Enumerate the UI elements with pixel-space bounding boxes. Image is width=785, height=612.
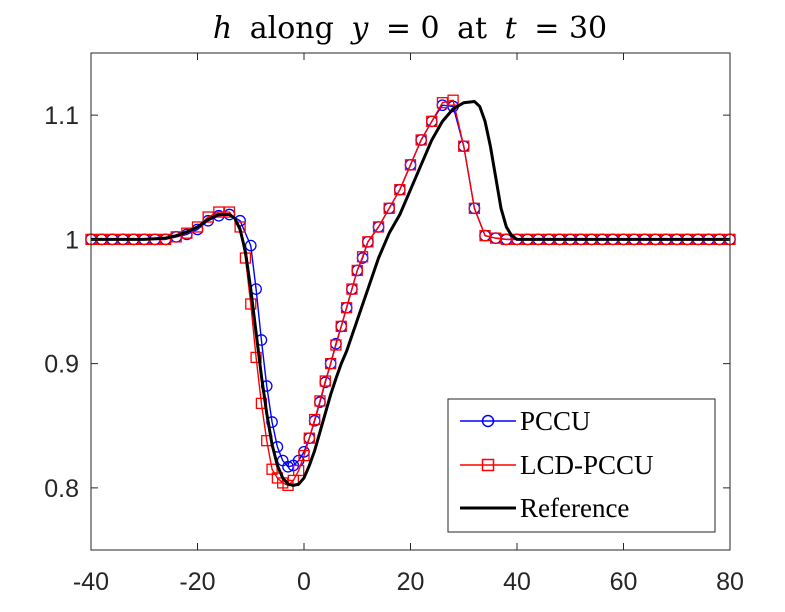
data-point-lcd-pccu [351, 264, 363, 277]
data-point-lcd-pccu [479, 229, 491, 242]
title-eq-1: = 0 [386, 11, 440, 46]
data-point-lcd-pccu [447, 94, 459, 106]
axes: -40 -20 0 20 40 60 80 0.8 0.9 1 1.1 [44, 52, 744, 596]
x-tick-label: 0 [297, 568, 311, 596]
data-point-lcd-pccu [330, 339, 342, 351]
y-tick-label: 1.1 [44, 102, 79, 130]
legend-marker-lcd-pccu [481, 458, 495, 472]
data-point-lcd-pccu [356, 251, 369, 263]
title-var-h: h [213, 11, 232, 46]
title-eq-2: = 30 [534, 11, 607, 46]
data-point-lcd-pccu [223, 206, 236, 218]
data-point-lcd-pccu [314, 395, 326, 407]
title-along: along [250, 11, 334, 46]
title-var-t: t [505, 11, 518, 46]
data-point-lcd-pccu [303, 432, 315, 444]
data-point-lcd-pccu [319, 375, 331, 387]
x-tick-label: -40 [73, 568, 109, 596]
data-point-lcd-pccu [362, 236, 374, 248]
data-point-pccu [244, 239, 257, 252]
y-tick-label: 1 [65, 226, 79, 254]
data-point-lcd-pccu [426, 115, 438, 127]
data-point-lcd-pccu [458, 140, 470, 152]
legend-label-lcd-pccu: LCD-PCCU [520, 450, 654, 480]
chart-title: h along y = 0 at t = 30 [213, 11, 607, 46]
data-point-lcd-pccu [298, 449, 310, 462]
x-tick-label: 60 [610, 568, 638, 596]
data-point-lcd-pccu [383, 202, 395, 214]
title-at: at [457, 11, 487, 46]
x-tick-label: 40 [503, 568, 531, 596]
y-tick-label: 0.9 [44, 351, 79, 379]
data-point-lcd-pccu [468, 202, 481, 214]
plot-area [85, 94, 736, 492]
legend-marker-pccu [481, 414, 495, 428]
data-point-lcd-pccu [324, 357, 337, 370]
x-tick-label: 20 [397, 568, 425, 596]
legend-label-reference: Reference [520, 493, 629, 523]
x-tick-label: -20 [179, 568, 215, 596]
data-point-lcd-pccu [340, 302, 353, 314]
series-line-reference [91, 99, 730, 487]
legend-label-pccu: PCCU [520, 406, 591, 436]
data-point-lcd-pccu [335, 320, 347, 333]
data-point-lcd-pccu [415, 134, 427, 146]
data-point-lcd-pccu [250, 351, 262, 364]
data-point-lcd-pccu [394, 184, 406, 196]
x-tick-label: 80 [716, 568, 744, 596]
data-point-lcd-pccu [191, 221, 204, 233]
data-point-lcd-pccu [346, 283, 358, 295]
data-point-lcd-pccu [404, 159, 417, 171]
title-var-y: y [349, 11, 369, 46]
data-point-lcd-pccu [308, 413, 321, 426]
y-tick-label: 0.8 [44, 475, 79, 503]
legend: PCCU LCD-PCCU Reference [447, 398, 716, 533]
data-point-lcd-pccu [372, 221, 385, 233]
data-point-lcd-pccu [293, 464, 305, 477]
